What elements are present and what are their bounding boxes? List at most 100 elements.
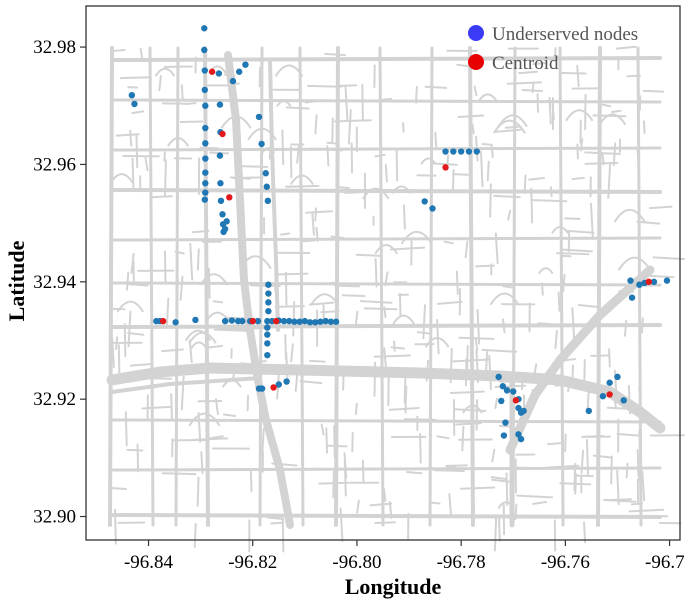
road bbox=[116, 300, 145, 313]
road bbox=[343, 452, 348, 479]
road bbox=[584, 161, 619, 165]
road bbox=[307, 84, 342, 88]
underserved-node bbox=[201, 196, 208, 203]
road bbox=[191, 229, 210, 234]
underserved-node bbox=[223, 218, 230, 225]
road bbox=[567, 379, 571, 393]
road bbox=[384, 271, 389, 287]
underserved-node bbox=[498, 397, 505, 405]
centroid-point bbox=[272, 317, 280, 325]
road bbox=[481, 143, 493, 146]
road bbox=[400, 230, 433, 245]
road bbox=[398, 292, 402, 317]
road bbox=[110, 236, 662, 242]
road bbox=[452, 358, 489, 363]
road bbox=[586, 382, 591, 412]
underserved-node bbox=[201, 86, 208, 94]
road bbox=[323, 281, 335, 286]
road bbox=[325, 427, 329, 454]
road bbox=[190, 341, 208, 350]
underserved-node bbox=[128, 91, 136, 99]
road bbox=[276, 99, 292, 108]
road bbox=[636, 467, 641, 482]
underserved-node bbox=[201, 46, 208, 54]
road bbox=[501, 318, 506, 334]
underserved-node bbox=[265, 290, 272, 297]
road bbox=[374, 521, 396, 525]
underserved-node bbox=[242, 61, 249, 68]
road bbox=[642, 89, 665, 93]
road bbox=[457, 114, 485, 118]
road bbox=[597, 285, 601, 313]
x-tick-label: -96.80 bbox=[332, 552, 381, 573]
road bbox=[296, 145, 300, 164]
road bbox=[571, 176, 585, 181]
road bbox=[611, 109, 622, 113]
road bbox=[615, 45, 637, 50]
x-tick-label: -96.84 bbox=[124, 552, 174, 573]
road bbox=[559, 482, 592, 486]
road bbox=[110, 146, 662, 152]
road bbox=[374, 244, 399, 255]
underserved-node bbox=[201, 25, 208, 32]
road bbox=[193, 522, 197, 548]
road bbox=[166, 137, 190, 147]
underserved-node bbox=[585, 407, 593, 415]
underserved-node bbox=[264, 324, 271, 331]
road bbox=[114, 336, 119, 350]
underserved-node bbox=[264, 340, 271, 347]
road bbox=[449, 347, 453, 384]
road bbox=[491, 448, 496, 463]
road bbox=[240, 362, 253, 366]
road bbox=[289, 174, 314, 185]
road bbox=[379, 164, 383, 177]
underserved-node bbox=[264, 317, 271, 325]
road bbox=[607, 163, 612, 199]
road bbox=[131, 157, 135, 192]
road bbox=[617, 256, 652, 271]
road bbox=[613, 208, 646, 223]
road bbox=[332, 470, 335, 499]
road bbox=[576, 143, 579, 160]
underserved-node bbox=[239, 317, 246, 325]
road bbox=[528, 176, 546, 181]
underserved-node bbox=[216, 152, 224, 159]
road bbox=[492, 119, 526, 134]
road bbox=[154, 67, 176, 77]
underserved-node bbox=[283, 378, 290, 385]
road bbox=[356, 499, 360, 514]
y-axis: 32.90 32.92 32.94 32.96 32.98 bbox=[33, 37, 86, 528]
road bbox=[232, 368, 236, 380]
road bbox=[606, 406, 642, 411]
road bbox=[214, 398, 219, 416]
underserved-node bbox=[332, 318, 340, 325]
centroid-point bbox=[219, 130, 226, 138]
road bbox=[577, 304, 598, 308]
road bbox=[493, 194, 521, 199]
road bbox=[507, 209, 512, 221]
road bbox=[584, 151, 621, 155]
road bbox=[110, 56, 662, 62]
road bbox=[203, 46, 210, 527]
underserved-node bbox=[495, 373, 502, 381]
road bbox=[207, 344, 224, 349]
road bbox=[405, 471, 423, 475]
road bbox=[642, 120, 646, 134]
road bbox=[378, 46, 385, 527]
road bbox=[546, 464, 580, 469]
road bbox=[136, 443, 140, 473]
road bbox=[461, 425, 465, 452]
road bbox=[281, 518, 285, 553]
legend-underserved-label: Underserved nodes bbox=[492, 24, 638, 45]
road bbox=[494, 397, 498, 409]
road bbox=[247, 127, 277, 141]
road bbox=[490, 478, 510, 483]
road bbox=[119, 76, 150, 80]
road bbox=[196, 476, 200, 507]
underserved-node bbox=[202, 155, 209, 162]
road bbox=[429, 501, 441, 505]
road bbox=[200, 451, 204, 475]
road bbox=[538, 267, 554, 275]
road bbox=[455, 270, 459, 295]
